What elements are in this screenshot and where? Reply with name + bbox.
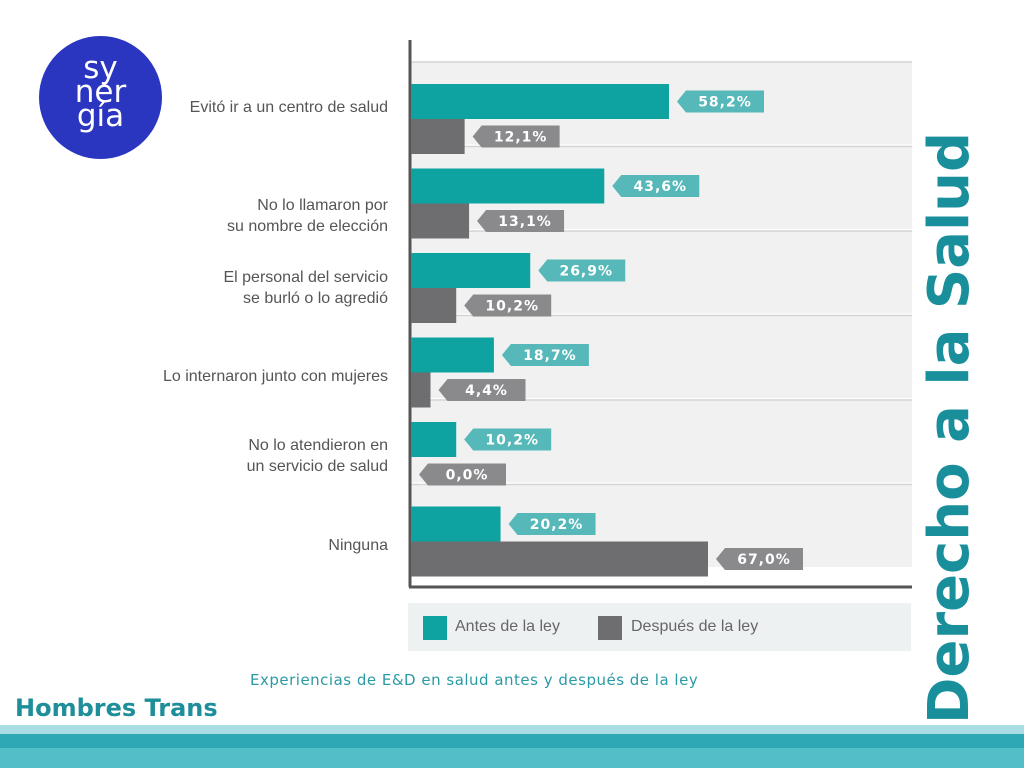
data-label: 10,2% — [464, 294, 552, 317]
footer-title: Hombres Trans — [15, 694, 218, 722]
category-label: Ninguna — [328, 537, 388, 554]
footer-band — [0, 748, 1024, 768]
bar-despues — [411, 372, 431, 408]
bar-despues — [411, 541, 708, 577]
data-label-tag — [676, 90, 764, 113]
category-label: Evitó ir a un centro de salud — [189, 99, 388, 116]
bar-despues — [411, 288, 457, 323]
data-label: 4,4% — [438, 379, 526, 401]
data-label-text: 20,2% — [530, 517, 584, 533]
bar-chart: 58,2% 43,6% 26,9% 18,7% 10,2% 20,2% 12,1% 13,1%… — [408, 40, 912, 589]
data-label-text: 43,6% — [633, 179, 687, 195]
category-label: No lo atendieron en un servicio de salud — [246, 437, 388, 475]
data-label-text: 12,1% — [494, 130, 548, 146]
logo-text: sy ner gía — [74, 50, 127, 134]
data-label-text: 0,0% — [446, 468, 489, 484]
bar-antes — [411, 506, 501, 542]
side-title: Derecho a la Salud — [917, 131, 982, 724]
footer-band — [0, 734, 1024, 748]
category-label: No lo llamaron por su nombre de elección — [227, 197, 388, 235]
data-label-tag — [538, 259, 626, 282]
data-label-text: 18,7% — [523, 348, 577, 364]
data-label-tag — [716, 548, 803, 570]
data-label-text: 10,2% — [485, 433, 539, 449]
data-label-tag — [501, 344, 589, 366]
data-label-tag — [419, 463, 506, 486]
bar-antes — [411, 84, 669, 119]
data-label-text: 13,1% — [498, 214, 552, 230]
data-label-text: 10,2% — [485, 299, 539, 315]
data-label: 58,2% — [676, 90, 764, 113]
legend-swatch-despues — [598, 616, 622, 640]
data-label-tag — [472, 125, 560, 148]
data-label-tag — [438, 379, 526, 401]
data-label-text: 4,4% — [465, 383, 508, 399]
chart-subtitle: Experiencias de E&D en salud antes y des… — [250, 671, 699, 689]
bar-antes — [411, 168, 605, 204]
bar-despues — [411, 119, 465, 154]
bar-antes — [411, 422, 457, 457]
data-label-tag — [464, 428, 552, 451]
bar-despues — [411, 203, 470, 239]
data-label-text: 58,2% — [698, 95, 752, 111]
legend-label-antes: Antes de la ley — [455, 618, 560, 635]
category-label: Lo internaron junto con mujeres — [162, 368, 388, 385]
data-label: 12,1% — [472, 125, 560, 148]
bar-antes — [411, 253, 531, 288]
data-label-tag — [477, 210, 565, 232]
category-label: El personal del servicio se burló o lo ag… — [223, 269, 388, 307]
data-label: 18,7% — [501, 344, 589, 366]
data-label-text: 26,9% — [559, 264, 613, 280]
data-label: 43,6% — [612, 175, 700, 197]
data-label-text: 67,0% — [737, 552, 791, 568]
data-label-tag — [508, 513, 596, 535]
data-label: 0,0% — [419, 463, 506, 486]
data-label: 67,0% — [716, 548, 803, 570]
legend: Antes de la ley Después de la ley — [408, 603, 911, 651]
data-label: 26,9% — [538, 259, 626, 282]
synergia-logo: sy ner gía — [39, 36, 162, 159]
data-label: 13,1% — [477, 210, 565, 232]
data-label-tag — [612, 175, 700, 197]
footer-band — [0, 725, 1024, 734]
legend-label-despues: Después de la ley — [631, 618, 759, 635]
data-label: 10,2% — [464, 428, 552, 451]
legend-swatch-antes — [423, 616, 447, 640]
data-label: 20,2% — [508, 513, 596, 535]
bar-antes — [411, 337, 494, 373]
data-label-tag — [464, 294, 552, 317]
